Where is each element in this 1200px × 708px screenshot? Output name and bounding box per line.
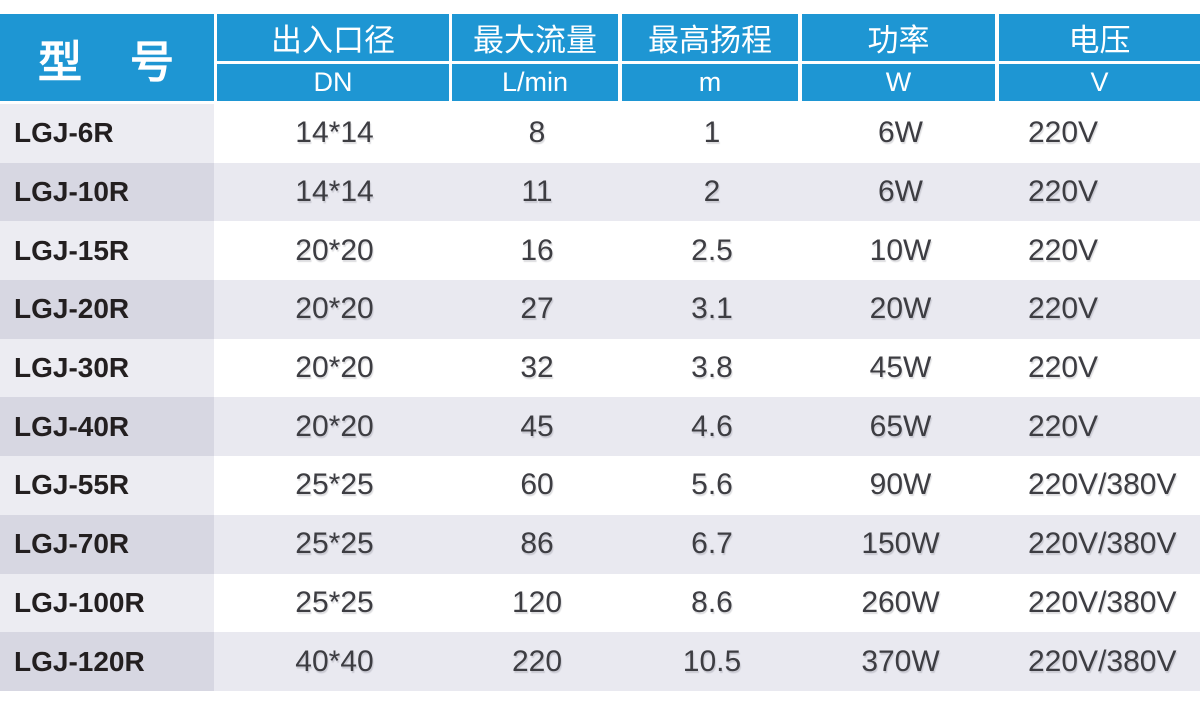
power-cell: 90W [869, 468, 932, 502]
size-cell: 20*20 [295, 233, 374, 267]
header-head-unit: m [622, 64, 802, 101]
model-cell: LGJ-120R [0, 632, 217, 691]
model-cell: LGJ-70R [0, 514, 217, 574]
model-cell: LGJ-20R [0, 280, 217, 339]
header-voltage-label: 电压 [999, 14, 1200, 61]
header-power-label: 功率 [802, 14, 999, 61]
model-cell: LGJ-100R [0, 573, 217, 633]
voltage-cell: 220V [1028, 351, 1099, 385]
size-cell: 25*25 [295, 468, 374, 502]
flow-cell: 60 [520, 468, 554, 502]
head-cell: 10.5 [682, 644, 742, 678]
flow-cell: 32 [520, 351, 554, 385]
head-cell: 3.8 [691, 351, 733, 385]
table-header: 型 号 出入口径 DN 最大流量 L/min 最高扬程 m 功率 W 电压 V [0, 14, 1200, 101]
table-row: LGJ-30R 20*20 32 3.8 45W 220V [0, 338, 1200, 398]
header-size-unit: DN [217, 64, 452, 101]
head-cell: 4.6 [691, 409, 733, 443]
head-cell: 8.6 [691, 585, 733, 619]
header-col-size: 出入口径 DN [217, 14, 452, 101]
head-cell: 1 [703, 116, 721, 150]
model-cell: LGJ-55R [0, 456, 217, 515]
header-voltage-unit: V [999, 64, 1200, 101]
size-cell: 25*25 [295, 527, 374, 561]
size-cell: 14*14 [295, 175, 374, 209]
pump-spec-table: 型 号 出入口径 DN 最大流量 L/min 最高扬程 m 功率 W 电压 V [0, 14, 1200, 691]
header-power-unit: W [802, 64, 999, 101]
header-model: 型 号 [0, 14, 217, 101]
model-cell: LGJ-40R [0, 397, 217, 457]
voltage-cell: 220V/380V [1028, 468, 1177, 502]
power-cell: 6W [878, 116, 923, 150]
voltage-cell: 220V [1028, 292, 1099, 326]
power-cell: 20W [869, 292, 932, 326]
table-row: LGJ-20R 20*20 27 3.1 20W 220V [0, 280, 1200, 339]
size-cell: 20*20 [295, 409, 374, 443]
size-cell: 25*25 [295, 585, 374, 619]
header-head-label: 最高扬程 [622, 14, 802, 61]
header-col-voltage: 电压 V [999, 14, 1200, 101]
power-cell: 10W [869, 233, 932, 267]
table-row: LGJ-6R 14*14 8 1 6W 220V [0, 104, 1200, 163]
table-body: LGJ-6R 14*14 8 1 6W 220V LGJ-10R 14*14 1… [0, 104, 1200, 691]
head-cell: 6.7 [691, 527, 733, 561]
flow-cell: 45 [520, 409, 554, 443]
header-size-label: 出入口径 [217, 14, 452, 61]
flow-cell: 120 [511, 585, 563, 619]
header-col-head: 最高扬程 m [622, 14, 802, 101]
voltage-cell: 220V/380V [1028, 585, 1177, 619]
power-cell: 150W [861, 527, 940, 561]
header-col-power: 功率 W [802, 14, 999, 101]
model-cell: LGJ-30R [0, 338, 217, 398]
size-cell: 20*20 [295, 351, 374, 385]
table-row: LGJ-10R 14*14 11 2 6W 220V [0, 162, 1200, 222]
head-cell: 2.5 [691, 233, 733, 267]
power-cell: 65W [869, 409, 932, 443]
flow-cell: 86 [520, 527, 554, 561]
head-cell: 2 [703, 175, 721, 209]
voltage-cell: 220V/380V [1028, 527, 1177, 561]
head-cell: 3.1 [691, 292, 733, 326]
model-cell: LGJ-6R [0, 104, 217, 163]
voltage-cell: 220V [1028, 116, 1099, 150]
voltage-cell: 220V [1028, 233, 1099, 267]
size-cell: 20*20 [295, 292, 374, 326]
head-cell: 5.6 [691, 468, 733, 502]
table-row: LGJ-120R 40*40 220 10.5 370W 220V/380V [0, 632, 1200, 691]
header-flow-unit: L/min [452, 64, 622, 101]
voltage-cell: 220V/380V [1028, 644, 1177, 678]
header-col-flow: 最大流量 L/min [452, 14, 622, 101]
power-cell: 260W [861, 585, 940, 619]
power-cell: 6W [878, 175, 923, 209]
voltage-cell: 220V [1028, 175, 1099, 209]
size-cell: 40*40 [295, 644, 374, 678]
header-flow-label: 最大流量 [452, 14, 622, 61]
table-row: LGJ-40R 20*20 45 4.6 65W 220V [0, 397, 1200, 457]
voltage-cell: 220V [1028, 409, 1099, 443]
flow-cell: 27 [520, 292, 554, 326]
flow-cell: 220 [511, 644, 563, 678]
flow-cell: 11 [521, 175, 553, 209]
table-row: LGJ-15R 20*20 16 2.5 10W 220V [0, 221, 1200, 281]
table-row: LGJ-55R 25*25 60 5.6 90W 220V/380V [0, 456, 1200, 515]
model-cell: LGJ-15R [0, 221, 217, 281]
model-cell: LGJ-10R [0, 162, 217, 222]
size-cell: 14*14 [295, 116, 374, 150]
power-cell: 45W [869, 351, 932, 385]
flow-cell: 8 [528, 116, 546, 150]
power-cell: 370W [861, 644, 940, 678]
flow-cell: 16 [520, 233, 554, 267]
table-row: LGJ-70R 25*25 86 6.7 150W 220V/380V [0, 514, 1200, 574]
table-row: LGJ-100R 25*25 120 8.6 260W 220V/380V [0, 573, 1200, 633]
